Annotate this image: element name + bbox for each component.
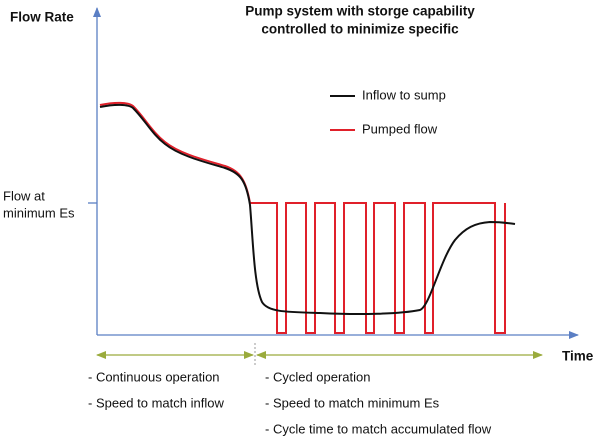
pumped-flow-curve	[99, 101, 506, 334]
note: - Speed to match inflow	[88, 395, 224, 410]
legend-label: Inflow to sump	[362, 87, 446, 102]
y-marker-label: Flow at	[3, 188, 45, 203]
y-axis-label: Flow Rate	[10, 10, 74, 25]
title: Pump system with storge capability	[245, 4, 475, 19]
note: - Continuous operation	[88, 369, 220, 384]
inflow-curve	[99, 103, 516, 315]
note: - Speed to match minimum Es	[265, 395, 440, 410]
legend-label: Pumped flow	[362, 121, 438, 136]
note: - Cycled operation	[265, 369, 371, 384]
x-axis-label: Time	[562, 349, 594, 364]
y-marker-label: minimum Es	[3, 205, 75, 220]
note: - Cycle time to match accumulated flow	[265, 421, 492, 436]
title: controlled to minimize specific	[261, 22, 459, 37]
